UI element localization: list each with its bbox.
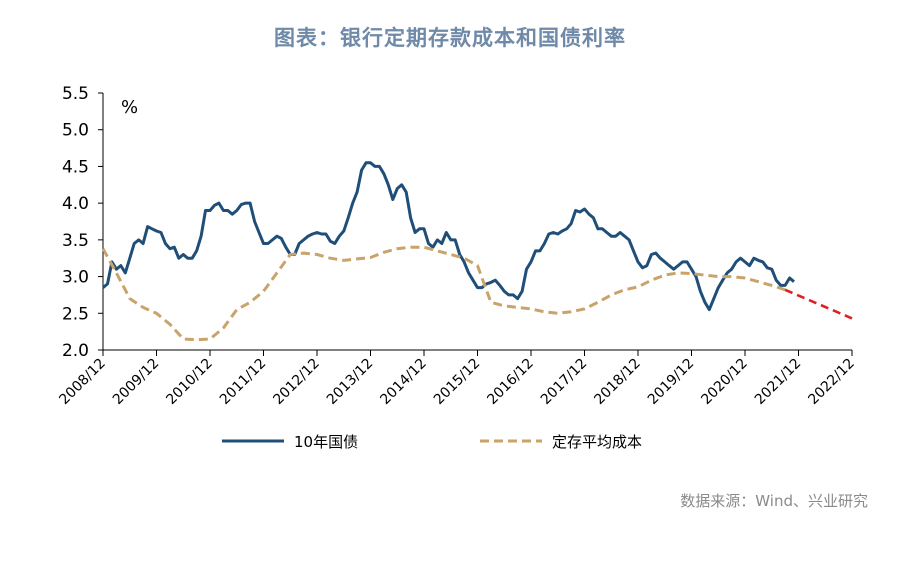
y-tick-label: 2.5 [62, 304, 89, 324]
x-tick-label: 2019/12 [645, 356, 697, 408]
y-tick-label: 2.0 [62, 341, 89, 361]
x-tick-label: 2009/12 [110, 356, 162, 408]
x-tick-label: 2016/12 [484, 356, 536, 408]
x-tick-label: 2011/12 [217, 356, 269, 408]
y-tick-label: 4.0 [62, 194, 89, 214]
x-tick-label: 2012/12 [270, 356, 322, 408]
x-tick-label: 2022/12 [805, 356, 857, 408]
x-tick-label: 2017/12 [538, 356, 590, 408]
x-tick-label: 2021/12 [752, 356, 804, 408]
y-tick-label: 5.0 [62, 121, 89, 141]
x-tick-label: 2008/12 [56, 356, 108, 408]
series-line-0 [102, 161, 795, 312]
series-line-2 [784, 288, 853, 320]
legend: 10年国债 定存平均成本 [222, 433, 642, 451]
y-tick-label: 3.5 [62, 231, 89, 251]
series-line-1 [101, 245, 786, 342]
x-tick-label: 2015/12 [431, 356, 483, 408]
source-note: 数据来源：Wind、兴业研究 [680, 492, 868, 510]
series-layer [101, 161, 853, 342]
y-axis-unit: % [121, 97, 138, 118]
x-tick-label: 2014/12 [377, 356, 429, 408]
x-tick-label: 2010/12 [163, 356, 215, 408]
y-tick-label: 3.0 [62, 268, 89, 288]
y-tick-label: 4.5 [62, 157, 89, 177]
x-tick-label: 2020/12 [698, 356, 750, 408]
x-tick-label: 2018/12 [591, 356, 643, 408]
y-tick-label: 5.5 [62, 84, 89, 104]
chart-title: 图表：银行定期存款成本和国债利率 [274, 26, 626, 50]
x-tick-label: 2013/12 [324, 356, 376, 408]
legend-label-0: 10年国债 [294, 433, 358, 451]
legend-label-1: 定存平均成本 [552, 433, 642, 451]
